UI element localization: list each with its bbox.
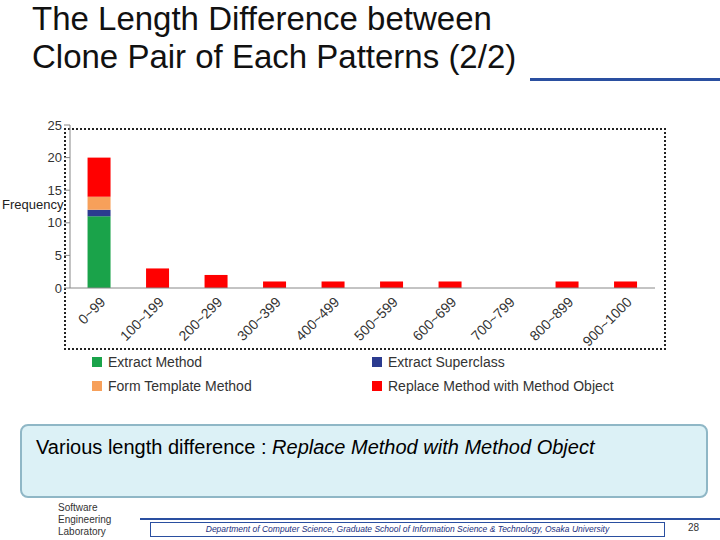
svg-text:0: 0 [55, 281, 62, 296]
svg-text:600~699: 600~699 [409, 294, 459, 344]
svg-text:400~499: 400~499 [292, 294, 342, 344]
svg-text:900~1000: 900~1000 [579, 294, 635, 350]
svg-text:0~99: 0~99 [75, 294, 109, 328]
html-text:Frequency: Frequency [2, 197, 64, 212]
svg-text:10: 10 [48, 215, 62, 230]
html-text:Various length difference : Re: Various length difference : Replace Meth… [36, 436, 595, 458]
svg-text:100~199: 100~199 [117, 294, 167, 344]
svg-text:25: 25 [48, 118, 62, 133]
svg-text:15: 15 [48, 183, 62, 198]
svg-text:800~899: 800~899 [526, 294, 576, 344]
html-text:Replace Method with Method Obj: Replace Method with Method Object [388, 378, 614, 394]
html-text:Form Template Method: Form Template Method [108, 378, 252, 394]
html-text:Extract Method: Extract Method [108, 354, 203, 370]
svg-text:500~599: 500~599 [351, 294, 401, 344]
html-text:28: 28 [688, 522, 700, 533]
svg-text:300~399: 300~399 [234, 294, 284, 344]
html-text:Laboratory: Laboratory [58, 526, 106, 537]
svg-text:20: 20 [48, 150, 62, 165]
html-text:Software: Software [58, 502, 98, 513]
html-text:Extract Superclass: Extract Superclass [388, 354, 505, 370]
svg-text:5: 5 [55, 248, 62, 263]
svg-text:700~799: 700~799 [468, 294, 518, 344]
html-text:The Length Difference between: The Length Difference between Clone Pair… [32, 0, 517, 75]
html-text:Department of Computer Science: Department of Computer Science, Graduate… [205, 524, 610, 534]
svg-text:200~299: 200~299 [175, 294, 225, 344]
html-text:Engineering: Engineering [58, 514, 112, 525]
